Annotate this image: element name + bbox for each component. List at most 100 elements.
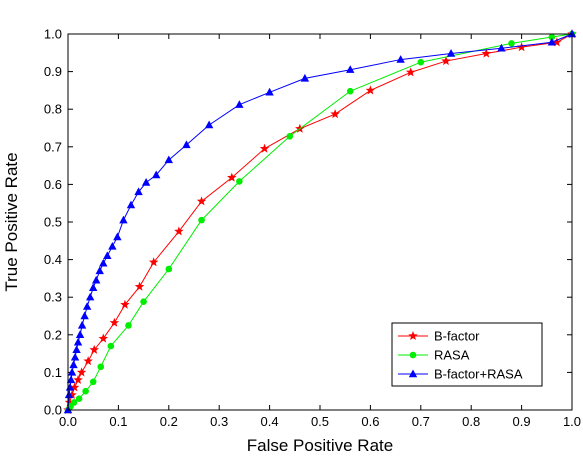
data-point-b-factor	[405, 67, 416, 77]
data-point-b-factor	[134, 281, 145, 291]
y-tick-label: 0.1	[44, 365, 62, 380]
y-tick-label: 0.2	[44, 327, 62, 342]
data-point-b-factor	[148, 257, 159, 267]
legend-label-b-factor: B-factor	[434, 329, 480, 344]
data-point-b-factor-rasa	[300, 73, 310, 82]
y-tick-label: 1.0	[44, 27, 62, 42]
x-tick-label: 0.4	[261, 414, 279, 429]
data-point-b-factor	[64, 397, 75, 407]
data-point-b-factor-rasa	[119, 215, 128, 224]
x-tick-label: 0.8	[462, 414, 480, 429]
data-point-b-factor	[552, 37, 562, 47]
data-point-b-factor	[109, 317, 120, 327]
data-point-b-factor-rasa	[89, 283, 98, 291]
series-rasa	[64, 30, 576, 414]
data-point-b-factor-rasa	[346, 65, 355, 73]
x-axis-title: False Positive Rate	[247, 436, 393, 455]
data-point-b-factor-rasa	[134, 187, 143, 196]
data-point-rasa	[125, 322, 132, 329]
data-point-b-factor	[227, 172, 237, 182]
data-point-b-factor-rasa	[75, 330, 85, 338]
data-point-rasa	[70, 399, 78, 406]
data-point-b-factor	[83, 356, 93, 366]
data-point-b-factor-rasa	[77, 320, 87, 329]
data-point-b-factor-rasa	[446, 49, 456, 57]
x-tick-label: 0.0	[59, 414, 77, 429]
y-axis-title: True Positive Rate	[2, 152, 21, 291]
data-point-b-factor-rasa	[70, 352, 80, 361]
data-point-rasa	[417, 58, 425, 66]
data-point-b-factor-rasa	[113, 232, 122, 241]
data-point-b-factor-rasa	[497, 43, 506, 52]
x-tick-label: 1.0	[563, 414, 581, 429]
data-point-b-factor-rasa	[72, 345, 81, 354]
data-point-b-factor-rasa	[103, 251, 112, 260]
data-point-b-factor	[89, 344, 99, 354]
x-tick-label: 0.2	[160, 414, 178, 429]
x-tick-label: 0.3	[210, 414, 228, 429]
data-point-rasa	[75, 395, 83, 403]
data-point-b-factor-rasa	[567, 29, 577, 38]
data-point-b-factor	[76, 367, 87, 377]
data-point-b-factor-rasa	[67, 367, 77, 376]
legend-marker-b-factor	[408, 331, 418, 341]
data-point-b-factor-rasa	[108, 241, 117, 250]
y-tick-label: 0.4	[44, 252, 62, 267]
data-point-b-factor-rasa	[80, 311, 89, 320]
data-point-b-factor-rasa	[164, 155, 173, 164]
data-point-b-factor-rasa	[64, 390, 74, 399]
data-point-b-factor-rasa	[547, 37, 557, 46]
data-point-b-factor-rasa	[92, 275, 101, 284]
data-point-b-factor-rasa	[235, 100, 244, 108]
data-point-b-factor	[516, 42, 527, 52]
data-point-rasa	[107, 342, 115, 350]
x-tick-label: 0.6	[361, 414, 379, 429]
data-point-b-factor-rasa	[182, 140, 191, 149]
data-point-b-factor	[98, 333, 109, 343]
data-point-b-factor-rasa	[204, 120, 214, 129]
data-point-b-factor-rasa	[126, 200, 136, 209]
data-point-rasa	[97, 363, 105, 371]
y-tick-label: 0.7	[44, 139, 62, 154]
y-tick-label: 0.0	[44, 403, 62, 418]
data-point-rasa	[548, 33, 556, 41]
data-point-b-factor-rasa	[82, 302, 92, 310]
legend-marker-b-factor-rasa	[408, 369, 418, 378]
data-point-rasa	[82, 387, 89, 395]
data-point-b-factor-rasa	[95, 266, 104, 275]
legend-label-rasa: RASA	[434, 348, 470, 363]
x-tick-label: 0.9	[513, 414, 531, 429]
y-tick-label: 0.8	[44, 102, 62, 117]
ticks-layer: 0.0 0.1 0.2 0.3 0.4 0.5 0.6 0.7 0.8 0.9 1.0 0.0 0.1 0…	[44, 27, 581, 430]
legend-label-b-factor-rasa: B-factor+RASA	[434, 367, 523, 382]
data-point-rasa	[165, 265, 173, 273]
data-point-rasa	[346, 87, 354, 95]
data-point-b-factor	[365, 85, 376, 95]
y-tick-label: 0.9	[44, 64, 62, 79]
data-point-rasa	[89, 378, 97, 386]
legend: B-factor RASA B-factor+RASA	[391, 322, 543, 387]
legend-marker-rasa	[409, 351, 417, 359]
plot-frame	[67, 33, 573, 411]
data-point-rasa	[140, 298, 147, 306]
data-point-b-factor-rasa	[99, 258, 108, 267]
x-tick-label: 0.5	[311, 414, 329, 429]
data-point-rasa	[236, 178, 243, 185]
data-point-rasa	[508, 40, 515, 47]
data-point-rasa	[286, 132, 294, 140]
x-tick-label: 0.7	[412, 414, 430, 429]
series-layer	[63, 29, 577, 415]
data-point-rasa	[198, 216, 205, 224]
data-point-b-factor-rasa	[69, 360, 78, 369]
x-tick-label: 0.1	[109, 414, 127, 429]
data-point-b-factor-rasa	[265, 87, 274, 96]
y-tick-label: 0.6	[44, 177, 62, 192]
data-point-b-factor-rasa	[141, 178, 151, 186]
series-b-factor-rasa	[63, 29, 577, 414]
data-point-b-factor	[259, 143, 270, 153]
data-point-b-factor-rasa	[73, 337, 83, 346]
y-tick-label: 0.5	[44, 215, 62, 230]
data-point-b-factor	[330, 109, 340, 119]
data-point-b-factor	[67, 389, 77, 400]
